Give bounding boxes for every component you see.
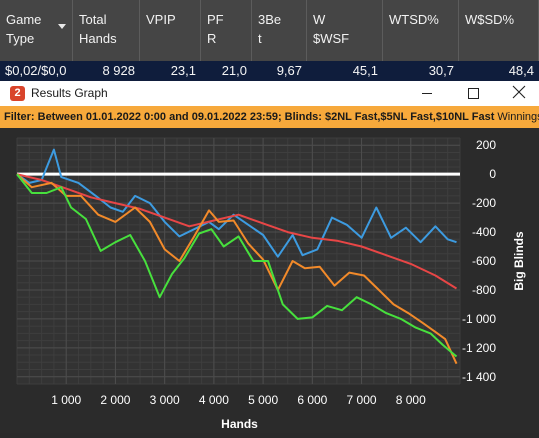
close-button[interactable] xyxy=(497,81,539,106)
column-header-label: 3Be xyxy=(258,12,282,27)
column-header-label: VPIP xyxy=(146,12,176,27)
y-tick-label: -400 xyxy=(472,225,496,239)
stats-cell-2: 23,1 xyxy=(170,63,196,78)
stats-cell-4: 9,67 xyxy=(276,63,302,78)
column-header-2[interactable]: VPIP xyxy=(140,0,201,61)
results-chart: 1 000 2 000 3 000 4 000 5 000 6 000 7 000 8 000… xyxy=(0,128,539,433)
series-line-1 xyxy=(16,173,458,290)
column-header-label: Type xyxy=(6,31,35,46)
y-tick-label: -1 400 xyxy=(462,370,496,384)
filter-winnings: Winnings: -1 xyxy=(497,111,539,123)
column-header-label: R xyxy=(207,31,217,46)
column-header-label: PF xyxy=(207,12,224,27)
y-tick-label: 200 xyxy=(476,138,496,152)
x-tick-label: 2 000 xyxy=(100,393,130,407)
stats-cell-0: $0,02/$0,0 xyxy=(5,63,67,78)
x-tick-label: 4 000 xyxy=(199,393,229,407)
stats-cell-1: 8 928 xyxy=(102,63,135,78)
app-logo-icon: 2 xyxy=(10,86,25,101)
filter-prefix: Filter: xyxy=(4,111,35,123)
results-chart-svg: 1 000 2 000 3 000 4 000 5 000 6 000 7 000 8 000… xyxy=(16,137,526,431)
x-tick-label: 3 000 xyxy=(150,393,180,407)
stats-cell-6: 30,7 xyxy=(428,63,454,78)
stats-cell-5: 45,1 xyxy=(352,63,378,78)
stats-header: Game Type Total Hands VPIP PF R 3Be t W $WSF WTSD% W… xyxy=(0,0,539,61)
filter-text: Between 01.01.2022 0:00 and 09.01.2022 2… xyxy=(37,111,495,123)
window-titlebar[interactable]: 2 Results Graph xyxy=(0,81,539,106)
stats-cell-3: 21,0 xyxy=(221,63,247,78)
y-tick-label: -1 000 xyxy=(462,312,496,326)
x-tick-label: 7 000 xyxy=(347,393,377,407)
column-header-label: Hands xyxy=(79,31,117,46)
y-tick-label: 0 xyxy=(489,167,496,181)
x-tick-label: 5 000 xyxy=(248,393,278,407)
column-header-5[interactable]: W $WSF xyxy=(307,0,383,61)
series-line-2 xyxy=(16,173,458,365)
x-tick-label: 6 000 xyxy=(297,393,327,407)
minimize-button[interactable] xyxy=(406,81,450,106)
column-header-7[interactable]: W$SD% xyxy=(459,0,539,61)
column-header-label: t xyxy=(258,31,262,46)
column-header-label: W xyxy=(313,12,326,27)
window-title: Results Graph xyxy=(31,86,108,100)
x-tick-label: 1 000 xyxy=(51,393,81,407)
y-tick-label: -200 xyxy=(472,196,496,210)
x-axis-label: Hands xyxy=(221,417,258,431)
close-icon xyxy=(512,85,526,99)
results-graph-window: 2 Results Graph Filter: Between 01.01.20… xyxy=(0,81,539,433)
minimize-icon xyxy=(422,93,432,94)
column-header-label: Game xyxy=(6,12,42,27)
y-tick-label: -800 xyxy=(472,283,496,297)
stats-row[interactable]: $0,02/$0,0 8 928 23,1 21,0 9,67 45,1 30,7 48,4 xyxy=(0,61,539,81)
column-header-0[interactable]: Game Type xyxy=(0,0,73,61)
column-header-3[interactable]: PF R xyxy=(201,0,252,61)
column-header-label: $WSF xyxy=(313,31,350,46)
column-header-1[interactable]: Total Hands xyxy=(73,0,140,61)
series-line-0 xyxy=(16,148,457,258)
stats-cell-7: 48,4 xyxy=(508,63,534,78)
y-tick-label: -1 200 xyxy=(462,341,496,355)
series-line-3 xyxy=(16,173,458,358)
maximize-icon xyxy=(468,88,479,99)
x-tick-label: 8 000 xyxy=(396,393,426,407)
column-header-6[interactable]: WTSD% xyxy=(383,0,459,61)
filter-bar: Filter: Between 01.01.2022 0:00 and 09.0… xyxy=(0,106,539,128)
column-header-label: Total xyxy=(79,12,107,27)
y-axis-label: Big Blinds xyxy=(512,231,526,291)
maximize-button[interactable] xyxy=(452,81,496,106)
column-header-label: W$SD% xyxy=(465,12,515,27)
column-header-4[interactable]: 3Be t xyxy=(252,0,307,61)
column-header-label: WTSD% xyxy=(389,12,439,27)
y-tick-label: -600 xyxy=(472,254,496,268)
dropdown-arrow-icon[interactable] xyxy=(58,24,66,29)
